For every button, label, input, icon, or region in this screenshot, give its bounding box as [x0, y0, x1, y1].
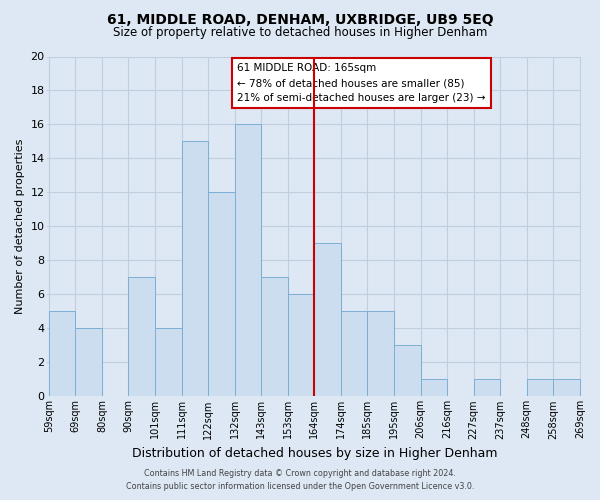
Text: 61 MIDDLE ROAD: 165sqm
← 78% of detached houses are smaller (85)
21% of semi-det: 61 MIDDLE ROAD: 165sqm ← 78% of detached… [237, 64, 485, 103]
Bar [314, 244, 341, 396]
Bar [76, 328, 102, 396]
Bar [394, 346, 421, 397]
Text: Size of property relative to detached houses in Higher Denham: Size of property relative to detached ho… [113, 26, 487, 39]
Bar [288, 294, 314, 396]
Bar [235, 124, 261, 396]
Bar [473, 380, 500, 396]
Bar [208, 192, 235, 396]
Bar [527, 380, 553, 396]
Bar [182, 142, 208, 396]
Bar [553, 380, 580, 396]
Bar [155, 328, 182, 396]
Text: 61, MIDDLE ROAD, DENHAM, UXBRIDGE, UB9 5EQ: 61, MIDDLE ROAD, DENHAM, UXBRIDGE, UB9 5… [107, 12, 493, 26]
Bar [261, 278, 288, 396]
Y-axis label: Number of detached properties: Number of detached properties [15, 139, 25, 314]
Bar [49, 312, 76, 396]
Bar [341, 312, 367, 396]
X-axis label: Distribution of detached houses by size in Higher Denham: Distribution of detached houses by size … [131, 447, 497, 460]
Bar [128, 278, 155, 396]
Bar [421, 380, 447, 396]
Bar [367, 312, 394, 396]
Text: Contains HM Land Registry data © Crown copyright and database right 2024.
Contai: Contains HM Land Registry data © Crown c… [126, 470, 474, 491]
